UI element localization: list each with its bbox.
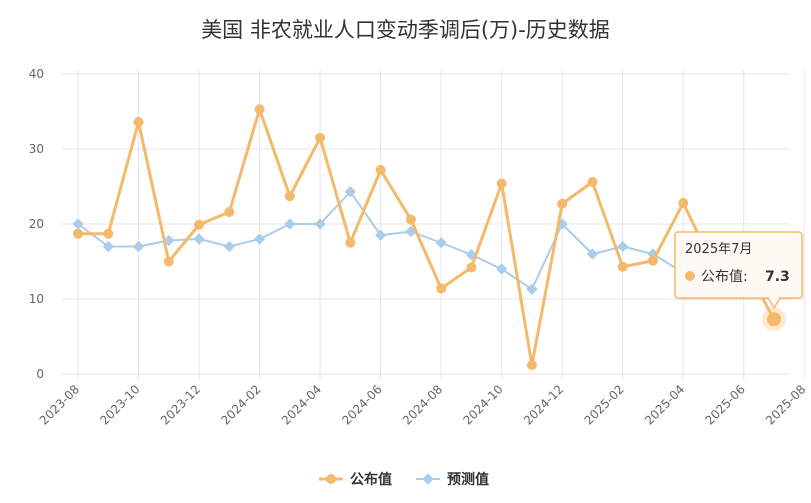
y-tick-label: 10 — [29, 292, 44, 306]
data-point-published[interactable] — [466, 262, 477, 273]
data-point-published[interactable] — [194, 219, 205, 230]
legend-label-forecast[interactable]: 预测值 — [447, 471, 489, 488]
x-tick-label: 2023-08 — [37, 382, 82, 427]
data-point-published[interactable] — [375, 165, 386, 175]
data-point-published[interactable] — [436, 283, 447, 294]
data-point-forecast[interactable] — [495, 263, 508, 275]
x-tick-label: 2024-06 — [339, 382, 384, 427]
legend-label-published[interactable]: 公布值 — [350, 471, 392, 488]
data-point-published[interactable] — [617, 261, 628, 272]
tooltip-pointer — [766, 297, 782, 310]
tooltip-value: 7.3 — [765, 269, 790, 285]
x-tick-label: 2025-04 — [642, 382, 687, 427]
data-point-published[interactable] — [315, 132, 326, 143]
tooltip-box — [674, 231, 803, 299]
legend-marker-published[interactable] — [326, 474, 336, 484]
x-tick-label: 2024-10 — [460, 382, 505, 427]
series-line-forecast — [77, 190, 774, 293]
data-point-published[interactable] — [73, 228, 83, 239]
y-tick-label: 40 — [29, 67, 44, 81]
data-point-forecast[interactable] — [586, 248, 599, 260]
data-point-forecast[interactable] — [617, 240, 629, 253]
data-point-forecast[interactable] — [284, 218, 296, 230]
x-tick-label: 2024-08 — [400, 382, 445, 427]
data-point-published[interactable] — [284, 191, 295, 202]
data-point-forecast[interactable] — [435, 237, 447, 249]
highlight-point[interactable] — [767, 312, 781, 327]
data-point-published[interactable] — [345, 237, 356, 248]
data-point-published[interactable] — [254, 104, 265, 115]
data-point-published[interactable] — [496, 178, 507, 189]
series-line-published — [78, 107, 776, 367]
data-point-published[interactable] — [405, 214, 416, 225]
x-tick-label: 2023-10 — [97, 382, 142, 427]
data-point-published[interactable] — [224, 207, 235, 217]
tooltip-label: 公布值: — [701, 269, 748, 285]
data-point-forecast[interactable] — [344, 186, 357, 198]
x-tick-label: 2024-02 — [218, 382, 263, 427]
data-point-published[interactable] — [587, 177, 598, 187]
x-tick-label: 2023-12 — [158, 382, 203, 427]
x-tick-label: 2024-12 — [521, 382, 566, 427]
data-point-forecast[interactable] — [132, 240, 145, 253]
y-tick-label: 20 — [29, 217, 44, 231]
data-point-forecast[interactable] — [193, 233, 205, 245]
data-point-forecast[interactable] — [253, 233, 266, 245]
x-tick-label: 2025-02 — [581, 382, 626, 427]
tooltip-marker — [685, 271, 695, 281]
x-tick-label: 2025-08 — [763, 382, 808, 427]
data-point-published[interactable] — [557, 198, 568, 209]
legend-marker-forecast[interactable] — [422, 473, 434, 485]
y-tick-label: 30 — [29, 142, 44, 156]
data-point-published[interactable] — [163, 256, 174, 267]
data-point-published[interactable] — [133, 117, 144, 127]
data-point-published[interactable] — [678, 198, 689, 208]
tooltip-date: 2025年7月 — [685, 242, 752, 257]
chart-title: 美国 非农就业人口变动季调后(万)-历史数据 — [201, 18, 610, 42]
data-point-published[interactable] — [526, 360, 537, 370]
data-point-published[interactable] — [647, 255, 658, 266]
data-point-forecast[interactable] — [526, 283, 538, 295]
x-tick-label: 2024-04 — [279, 382, 324, 427]
data-point-forecast[interactable] — [374, 229, 387, 241]
data-point-published[interactable] — [103, 228, 114, 239]
data-point-forecast[interactable] — [314, 218, 326, 230]
data-point-forecast[interactable] — [223, 240, 235, 253]
x-tick-label: 2025-06 — [703, 382, 748, 427]
y-tick-label: 0 — [36, 367, 44, 381]
